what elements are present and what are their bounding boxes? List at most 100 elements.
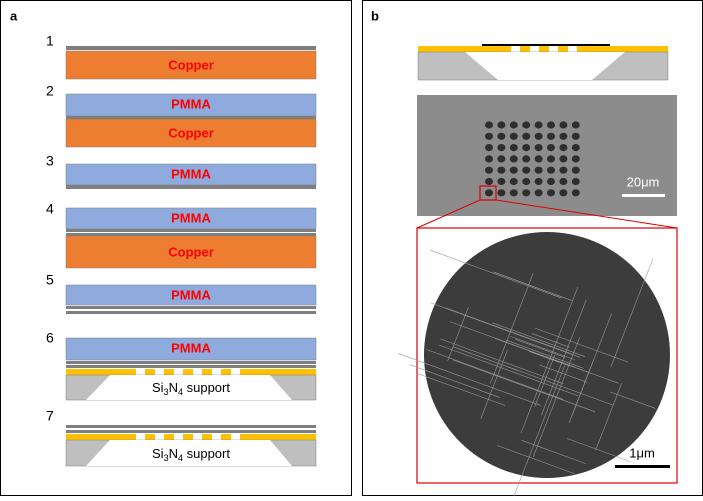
scale-bar: [622, 194, 665, 197]
hole: [535, 144, 543, 151]
hole: [559, 155, 567, 162]
hole: [572, 167, 580, 174]
step-number: 1: [46, 33, 54, 49]
hole: [547, 189, 555, 196]
hole: [549, 46, 558, 52]
graphene: [66, 361, 316, 364]
hole: [535, 121, 543, 128]
step-number: 5: [46, 272, 54, 288]
layer-label: PMMA: [171, 210, 211, 225]
hole: [155, 369, 164, 375]
hole: [485, 189, 493, 196]
hole: [155, 434, 164, 440]
hole: [510, 155, 518, 162]
layer-label: PMMA: [171, 166, 211, 181]
hole: [559, 144, 567, 151]
hole: [559, 178, 567, 185]
scale-bar-label: 1μm: [629, 445, 655, 460]
graphene: [66, 185, 316, 189]
layer-label: Copper: [168, 57, 214, 72]
hole: [535, 189, 543, 196]
hole: [572, 133, 580, 140]
gold-layer: [66, 434, 316, 440]
hole: [231, 369, 240, 375]
hole: [212, 434, 221, 440]
hole: [535, 178, 543, 185]
hole: [547, 133, 555, 140]
layer-label: PMMA: [171, 340, 211, 355]
graphene: [66, 116, 316, 119]
panel-label: b: [371, 8, 379, 23]
hole: [136, 434, 145, 440]
hole: [559, 121, 567, 128]
hole: [485, 133, 493, 140]
hole: [485, 121, 493, 128]
graphene: [66, 425, 316, 428]
hole: [522, 178, 530, 185]
hole: [572, 178, 580, 185]
step-number: 2: [46, 83, 54, 99]
hole: [535, 133, 543, 140]
hole: [547, 121, 555, 128]
hole: [193, 369, 202, 375]
hole: [522, 155, 530, 162]
hole: [136, 369, 145, 375]
hole: [572, 144, 580, 151]
graphene: [66, 430, 316, 433]
hole: [497, 144, 505, 151]
hole: [568, 46, 577, 52]
hole: [497, 189, 505, 196]
graphene: [66, 365, 316, 368]
graphene: [66, 46, 316, 50]
hole: [559, 189, 567, 196]
hole: [510, 144, 518, 151]
hole: [572, 121, 580, 128]
graphene: [482, 44, 610, 46]
hole: [522, 189, 530, 196]
hole: [522, 121, 530, 128]
hole: [174, 434, 183, 440]
hole: [522, 167, 530, 174]
hole: [485, 155, 493, 162]
gold-layer: [66, 369, 316, 375]
hole: [485, 144, 493, 151]
layer-label: Copper: [168, 125, 214, 140]
gold-layer: [418, 46, 668, 52]
layer-label: Copper: [168, 244, 214, 259]
scale-bar-label: 20μm: [627, 174, 660, 189]
hole: [530, 46, 539, 52]
hole: [510, 178, 518, 185]
hole: [497, 178, 505, 185]
hole: [559, 167, 567, 174]
sem-image: [417, 95, 677, 216]
hole: [497, 155, 505, 162]
hole: [231, 434, 240, 440]
layer-label: PMMA: [171, 287, 211, 302]
hole: [511, 46, 520, 52]
hole: [497, 167, 505, 174]
hole: [547, 167, 555, 174]
graphene: [66, 306, 316, 309]
step-number: 7: [46, 408, 54, 424]
hole: [535, 155, 543, 162]
hole: [510, 189, 518, 196]
hole: [497, 133, 505, 140]
hole: [485, 178, 493, 185]
hole: [547, 144, 555, 151]
graphene: [66, 233, 316, 236]
hole: [559, 133, 567, 140]
hole: [535, 167, 543, 174]
hole: [572, 189, 580, 196]
hole: [522, 144, 530, 151]
panel-label: a: [10, 8, 18, 23]
hole: [547, 178, 555, 185]
layer-label: PMMA: [171, 96, 211, 111]
step-number: 6: [46, 330, 54, 346]
hole: [522, 133, 530, 140]
hole: [510, 133, 518, 140]
hole: [212, 369, 221, 375]
hole: [193, 434, 202, 440]
hole: [510, 121, 518, 128]
graphene: [66, 311, 316, 314]
scale-bar: [615, 465, 670, 468]
